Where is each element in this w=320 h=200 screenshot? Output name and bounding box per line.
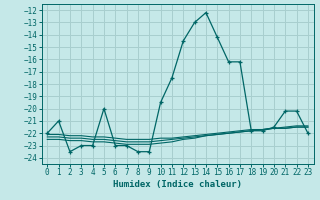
X-axis label: Humidex (Indice chaleur): Humidex (Indice chaleur) xyxy=(113,180,242,189)
